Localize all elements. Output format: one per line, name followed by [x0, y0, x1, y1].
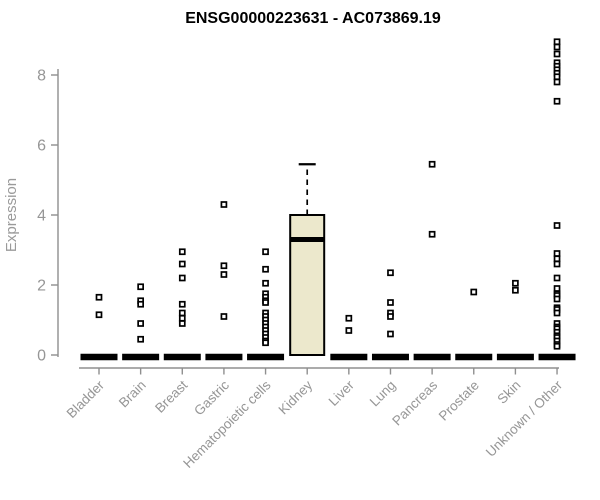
- outlier-point-pancreas: [428, 230, 436, 238]
- outlier-point-unknown-other: [553, 260, 561, 268]
- outlier-point-breast: [178, 320, 186, 327]
- outlier-point-gastric: [220, 271, 228, 278]
- outlier-point-lung: [387, 269, 394, 277]
- outlier-point-brain: [137, 283, 144, 291]
- outlier-point-liver: [345, 314, 353, 322]
- y-tick-label: 4: [37, 208, 46, 225]
- y-axis-label: Expression: [3, 178, 20, 252]
- x-tick-label-prostate: Prostate: [436, 378, 482, 424]
- outlier-point-unknown-other: [553, 50, 561, 58]
- y-tick-label: 6: [37, 138, 46, 155]
- outlier-point-hematopoietic-cells: [262, 265, 269, 273]
- outlier-point-prostate: [470, 288, 478, 296]
- outlier-point-pancreas: [428, 160, 436, 168]
- outlier-point-liver: [345, 327, 353, 334]
- outlier-point-unknown-other: [553, 38, 561, 46]
- outlier-point-unknown-other: [553, 295, 561, 303]
- outlier-point-unknown-other: [553, 73, 561, 81]
- outlier-point-unknown-other: [553, 43, 561, 51]
- outlier-point-breast: [178, 309, 186, 317]
- outlier-point-unknown-other: [553, 97, 561, 105]
- outlier-point-hematopoietic-cells: [262, 248, 269, 256]
- x-tick-label-lung: Lung: [367, 378, 399, 410]
- box-kidney: [289, 214, 326, 356]
- outlier-point-unknown-other: [553, 250, 561, 257]
- x-tick-label-liver: Liver: [326, 377, 358, 409]
- outlier-point-breast: [178, 248, 186, 256]
- outlier-point-bladder: [95, 293, 103, 301]
- outlier-point-gastric: [220, 313, 228, 320]
- outlier-point-brain: [137, 300, 144, 308]
- outlier-point-breast: [178, 274, 186, 282]
- x-tick-label-kidney: Kidney: [276, 377, 316, 417]
- outlier-point-hematopoietic-cells: [262, 299, 269, 306]
- x-tick-label-brain: Brain: [116, 378, 149, 411]
- outlier-point-lung: [387, 313, 394, 320]
- outlier-point-brain: [137, 320, 144, 327]
- x-tick-label-breast: Breast: [152, 377, 190, 415]
- chart-title: ENSG00000223631 - AC073869.19: [185, 10, 441, 27]
- outlier-point-unknown-other: [553, 222, 561, 229]
- x-tick-label-bladder: Bladder: [64, 377, 108, 421]
- y-tick-label: 0: [37, 348, 46, 365]
- outlier-point-lung: [387, 330, 394, 338]
- outlier-point-skin: [512, 279, 519, 287]
- outlier-point-unknown-other: [553, 342, 561, 350]
- outlier-point-unknown-other: [553, 78, 561, 86]
- outlier-point-hematopoietic-cells: [262, 279, 269, 287]
- outlier-point-lung: [387, 299, 394, 306]
- outlier-point-unknown-other: [553, 285, 561, 292]
- outlier-point-breast: [178, 300, 186, 308]
- x-tick-label-gastric: Gastric: [191, 377, 232, 418]
- outlier-point-breast: [178, 260, 186, 268]
- outlier-point-hematopoietic-cells: [262, 339, 269, 347]
- outlier-point-gastric: [220, 262, 228, 270]
- y-tick-label: 2: [37, 278, 46, 295]
- outlier-point-unknown-other: [553, 274, 561, 282]
- outlier-point-skin: [512, 286, 519, 294]
- y-tick-label: 8: [37, 68, 46, 85]
- outlier-point-brain: [137, 335, 144, 343]
- outlier-point-gastric: [220, 201, 228, 208]
- outlier-point-unknown-other: [553, 309, 561, 317]
- outlier-point-breast: [178, 314, 186, 322]
- x-tick-label-pancreas: Pancreas: [389, 377, 440, 428]
- outlier-point-bladder: [95, 311, 103, 319]
- x-tick-label-skin: Skin: [494, 378, 523, 407]
- outlier-point-unknown-other: [553, 255, 561, 263]
- x-tick-label-unknown-other: Unknown / Other: [483, 377, 566, 460]
